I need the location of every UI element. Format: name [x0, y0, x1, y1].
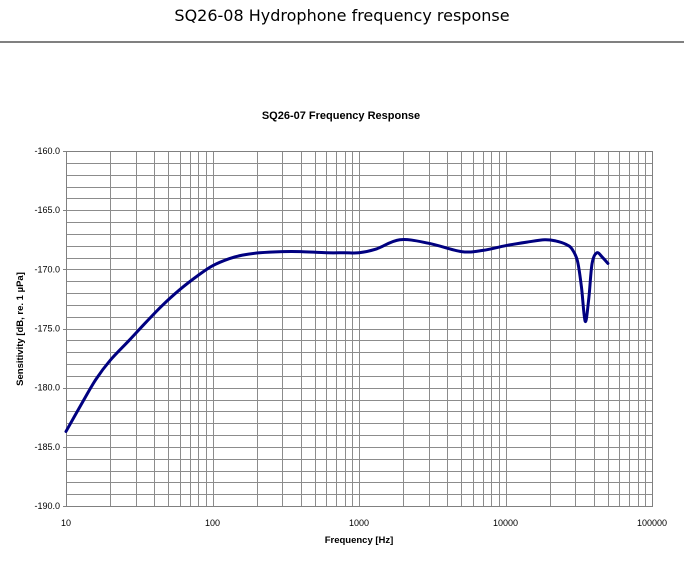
x-tick-label: 10000 — [493, 518, 518, 528]
data-point — [460, 250, 463, 253]
y-tick-label: -165.0 — [34, 205, 60, 215]
y-tick-label: -160.0 — [34, 146, 60, 156]
data-point — [525, 241, 528, 244]
y-tick-labels: -160.0 -165.0 -170.0 -175.0 -180.0 -185.0 -190… — [34, 146, 66, 511]
plot-frame — [66, 151, 653, 507]
data-point — [94, 378, 97, 381]
data-point — [228, 257, 231, 260]
y-tick-label: -175.0 — [34, 324, 60, 334]
data-point — [281, 250, 284, 253]
data-point — [481, 249, 484, 252]
data-point — [358, 251, 361, 254]
series-line-sq26-07 — [64, 238, 610, 433]
data-point — [325, 251, 328, 254]
data-point — [343, 251, 346, 254]
data-point — [504, 244, 507, 247]
data-point — [606, 262, 609, 265]
page-title: SQ26-08 Hydrophone frequency response — [174, 6, 510, 25]
y-tick-label: -180.0 — [34, 383, 60, 393]
y-tick-label: -185.0 — [34, 442, 60, 452]
data-point — [591, 262, 594, 265]
x-axis-label: Frequency [Hz] — [325, 535, 394, 546]
grid — [66, 151, 652, 506]
data-point — [587, 297, 590, 300]
data-point — [299, 250, 302, 253]
x-tick-label: 1000 — [349, 518, 369, 528]
data-point — [576, 260, 579, 263]
data-point — [178, 288, 181, 291]
data-point — [601, 256, 604, 259]
data-point — [543, 238, 546, 241]
data-point — [258, 251, 261, 254]
chart-title: SQ26-07 Frequency Response — [262, 110, 420, 122]
data-point — [241, 254, 244, 257]
y-axis-label: Sensitivity [dB, re. 1 µPa] — [15, 272, 26, 386]
data-point — [571, 248, 574, 251]
data-point — [81, 400, 84, 403]
data-point — [109, 359, 112, 362]
y-tick-label: -170.0 — [34, 264, 60, 274]
data-point — [595, 251, 598, 254]
data-point — [565, 243, 568, 246]
data-point — [584, 320, 587, 323]
data-point — [374, 248, 377, 251]
x-tick-label: 100000 — [637, 518, 667, 528]
y-tick-label: -190.0 — [34, 501, 60, 511]
data-point — [128, 339, 131, 342]
data-point — [211, 264, 214, 267]
x-tick-label: 10 — [61, 518, 71, 528]
data-point — [160, 305, 163, 308]
data-point — [554, 239, 557, 242]
x-tick-label: 100 — [205, 518, 220, 528]
data-point — [65, 430, 68, 433]
x-tick-labels: 10 100 1000 10000 100000 — [61, 518, 667, 528]
data-point — [580, 286, 583, 289]
title-divider — [0, 41, 684, 43]
data-point — [398, 238, 401, 241]
data-point — [144, 321, 147, 324]
data-point — [197, 274, 200, 277]
data-point — [427, 242, 430, 245]
